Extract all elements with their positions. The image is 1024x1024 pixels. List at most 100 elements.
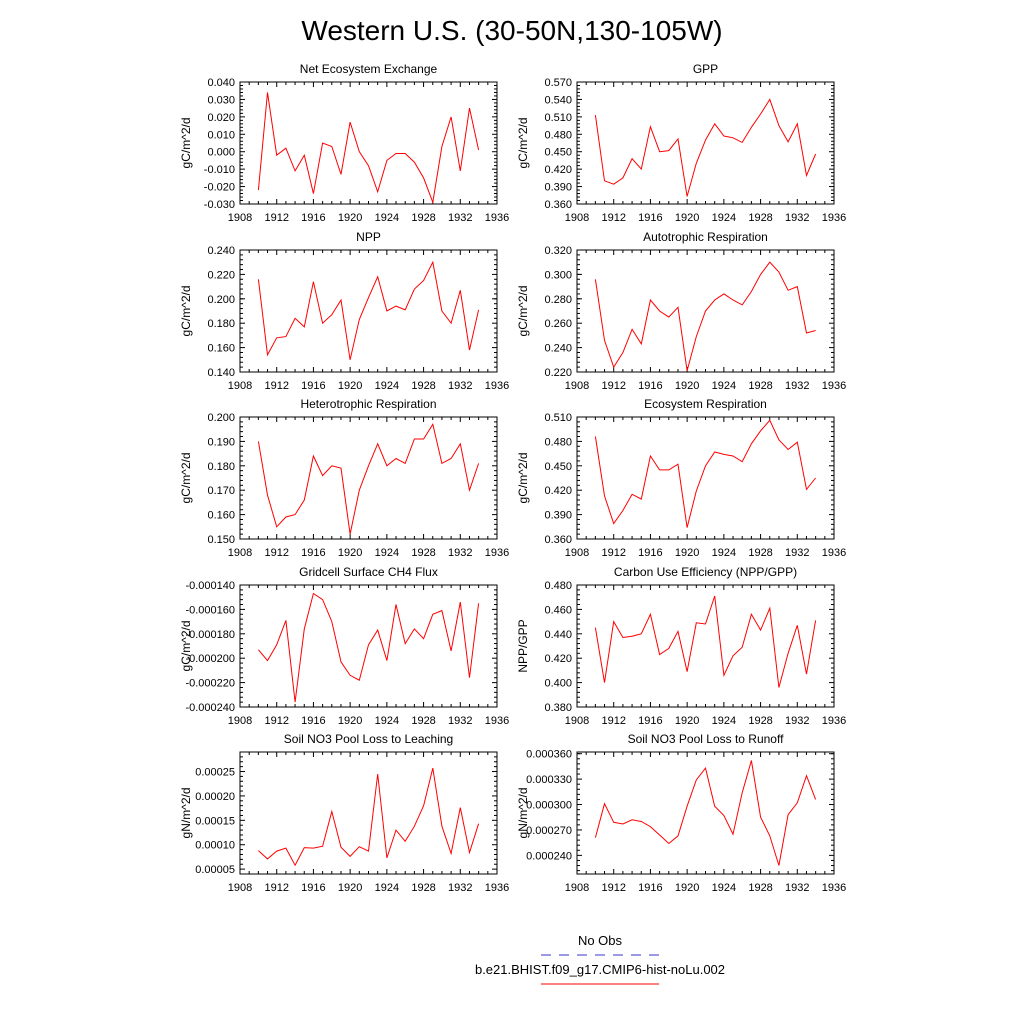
- y-tick-label: 0.380: [544, 702, 572, 714]
- x-tick-label: 1936: [485, 715, 509, 727]
- y-tick-label: -0.000200: [185, 653, 235, 665]
- y-tick-label: 0.390: [544, 510, 572, 522]
- panel-7: Gridcell Surface CH4 Flux gC/m^2/d 1908 191…: [179, 565, 509, 727]
- y-tick-label: -0.000180: [185, 629, 235, 641]
- panel-5: Heterotrophic Respiration gC/m^2/d 1908 191…: [179, 397, 509, 559]
- y-tick-label: 0.510: [544, 412, 572, 424]
- x-tick-label: 1920: [675, 882, 699, 894]
- y-tick-label: 0.040: [207, 77, 235, 89]
- y-tick-label: 0.240: [544, 343, 572, 355]
- x-tick-label: 1908: [565, 882, 589, 894]
- x-tick-label: 1928: [748, 715, 772, 727]
- y-tick-label: 0.320: [544, 245, 572, 257]
- y-tick-label: 0.00005: [195, 864, 235, 876]
- plot-frame: [239, 81, 498, 205]
- series-line: [257, 423, 480, 535]
- x-tick-label: 1920: [675, 715, 699, 727]
- y-tick-label: 0.150: [207, 534, 235, 546]
- plot-frame: [576, 584, 835, 708]
- y-tick-label: 0.030: [207, 94, 235, 106]
- y-axis-label: gC/m^2/d: [516, 286, 530, 337]
- x-tick-label: 1932: [785, 715, 809, 727]
- x-tick-label: 1916: [301, 380, 325, 392]
- x-tick-label: 1916: [638, 380, 662, 392]
- y-tick-label: 0.360: [544, 534, 572, 546]
- x-tick-label: 1908: [228, 882, 252, 894]
- x-tick-label: 1912: [601, 547, 625, 559]
- y-tick-label: 0.00020: [195, 791, 235, 803]
- x-tick-label: 1920: [675, 212, 699, 224]
- y-tick-label: 0.00010: [195, 840, 235, 852]
- y-tick-label: 0.240: [207, 245, 235, 257]
- y-tick-label: 0.180: [207, 461, 235, 473]
- y-axis-label: gN/m^2/d: [516, 788, 530, 839]
- panel-title: Net Ecosystem Exchange: [300, 62, 438, 76]
- panel-6: Ecosystem Respiration gC/m^2/d 1908 1912 191…: [516, 397, 846, 559]
- y-tick-label: 0.360: [544, 199, 572, 211]
- y-tick-label: 0.000330: [526, 774, 572, 786]
- x-tick-label: 1920: [338, 547, 362, 559]
- x-tick-label: 1912: [264, 380, 288, 392]
- y-tick-label: -0.000240: [185, 702, 235, 714]
- x-tick-label: 1920: [338, 380, 362, 392]
- y-tick-label: -0.020: [204, 182, 235, 194]
- y-tick-label: -0.000160: [185, 604, 235, 616]
- x-tick-label: 1916: [301, 882, 325, 894]
- panel-title: GPP: [693, 62, 718, 76]
- x-tick-label: 1916: [638, 882, 662, 894]
- series-line: [594, 760, 817, 866]
- plot-frame: [576, 751, 835, 875]
- panel-3: NPP gC/m^2/d 1908 1912 1916 1920 1924 1928 1932 1…: [179, 230, 509, 392]
- series-line: [257, 92, 480, 205]
- x-tick-label: 1936: [822, 547, 846, 559]
- x-tick-label: 1916: [301, 715, 325, 727]
- x-tick-label: 1908: [228, 380, 252, 392]
- y-tick-label: 0.010: [207, 129, 235, 141]
- y-tick-label: 0.460: [544, 604, 572, 616]
- x-tick-label: 1916: [301, 212, 325, 224]
- x-tick-label: 1908: [228, 715, 252, 727]
- plot-frame: [239, 416, 498, 540]
- series-line: [594, 98, 817, 197]
- y-tick-label: 0.170: [207, 485, 235, 497]
- y-axis-label: gC/m^2/d: [179, 453, 193, 504]
- panel-4: Autotrophic Respiration gC/m^2/d 1908 1912 1…: [516, 230, 846, 392]
- x-tick-label: 1920: [338, 715, 362, 727]
- x-tick-label: 1928: [411, 715, 435, 727]
- y-tick-label: 0.390: [544, 182, 572, 194]
- panel-title: Soil NO3 Pool Loss to Runoff: [628, 732, 785, 746]
- y-tick-label: -0.010: [204, 164, 235, 176]
- x-tick-label: 1912: [601, 380, 625, 392]
- y-tick-label: 0.220: [544, 367, 572, 379]
- x-tick-label: 1912: [264, 212, 288, 224]
- y-tick-label: 0.420: [544, 653, 572, 665]
- y-tick-label: 0.540: [544, 94, 572, 106]
- x-tick-label: 1920: [675, 547, 699, 559]
- legend: No Obs b.e21.BHIST.f09_g17.CMIP6-hist-no…: [475, 933, 725, 985]
- y-tick-label: 0.160: [207, 510, 235, 522]
- x-tick-label: 1908: [228, 547, 252, 559]
- x-tick-label: 1920: [675, 380, 699, 392]
- y-tick-label: 0.450: [544, 147, 572, 159]
- series-line: [258, 592, 480, 703]
- y-tick-label: 0.000: [207, 147, 235, 159]
- x-tick-label: 1936: [822, 380, 846, 392]
- x-tick-label: 1908: [565, 380, 589, 392]
- y-tick-label: -0.030: [204, 199, 235, 211]
- x-tick-label: 1912: [264, 882, 288, 894]
- x-tick-label: 1920: [338, 882, 362, 894]
- x-tick-label: 1924: [712, 212, 736, 224]
- plot-frame: [576, 81, 835, 205]
- y-tick-label: 0.300: [544, 269, 572, 281]
- x-tick-label: 1916: [301, 547, 325, 559]
- x-tick-label: 1928: [411, 380, 435, 392]
- x-tick-label: 1924: [712, 380, 736, 392]
- plot-frame: [239, 751, 498, 875]
- y-tick-label: 0.200: [207, 294, 235, 306]
- y-tick-label: 0.510: [544, 112, 572, 124]
- y-axis-label: gN/m^2/d: [179, 788, 193, 839]
- y-tick-label: 0.420: [544, 485, 572, 497]
- y-tick-label: 0.00015: [195, 815, 235, 827]
- x-tick-label: 1924: [375, 380, 399, 392]
- y-tick-label: 0.000300: [526, 800, 572, 812]
